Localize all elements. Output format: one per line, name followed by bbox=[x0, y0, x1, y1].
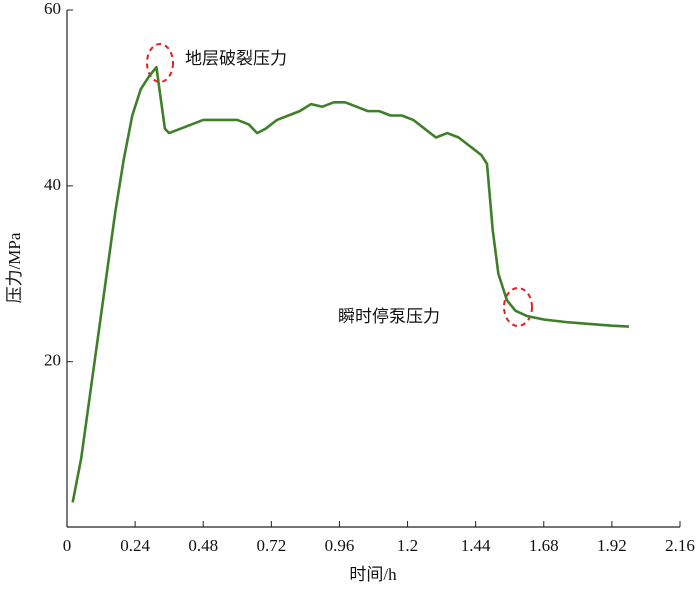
x-tick-label: 2.16 bbox=[665, 536, 695, 555]
data-line bbox=[71, 65, 629, 503]
x-tick-label: 1.2 bbox=[397, 536, 418, 555]
x-tick-label: 1.44 bbox=[461, 536, 491, 555]
y-tick-label: 60 bbox=[44, 0, 61, 18]
x-tick-label: 0.72 bbox=[256, 536, 286, 555]
x-tick-label: 0.24 bbox=[120, 536, 150, 555]
y-axis-label: 压力/MPa bbox=[5, 232, 24, 303]
highlight-ellipse bbox=[146, 43, 174, 83]
annotation: 瞬时停泵压力 bbox=[338, 307, 440, 326]
x-axis-label: 时间/h bbox=[349, 565, 397, 584]
highlight-ellipse bbox=[503, 287, 533, 327]
x-tick-label: 1.68 bbox=[529, 536, 559, 555]
annotation: 地层破裂压力 bbox=[185, 49, 287, 68]
x-tick-label: 0.48 bbox=[188, 536, 218, 555]
y-tick-label: 20 bbox=[44, 351, 61, 370]
y-tick-label: 40 bbox=[44, 175, 61, 194]
x-tick-label: 0 bbox=[63, 536, 72, 555]
x-tick-label: 0.96 bbox=[325, 536, 355, 555]
x-tick-label: 1.92 bbox=[597, 536, 627, 555]
